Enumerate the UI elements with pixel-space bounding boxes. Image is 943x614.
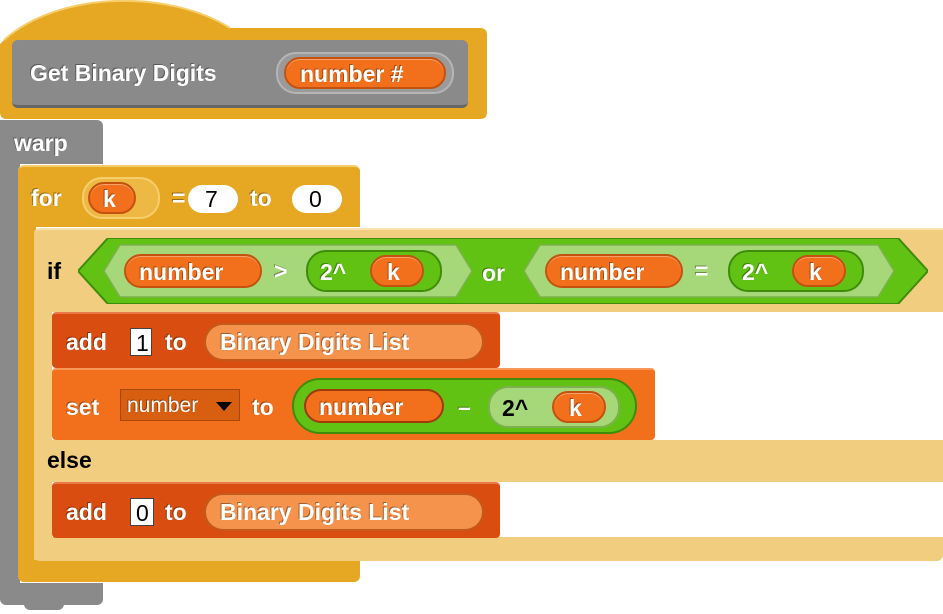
warp-label: warp <box>14 130 68 156</box>
add-zero-keyword: add <box>66 499 107 525</box>
minus-power-label: 2^ <box>502 395 529 421</box>
for-var-label: k <box>103 186 116 212</box>
warp-bottom-notch <box>24 600 64 610</box>
prototype-label: Get Binary Digits <box>30 60 217 86</box>
else-bar[interactable]: else <box>34 440 943 482</box>
left-power-label: 2^ <box>320 259 347 285</box>
for-left-arm <box>18 225 36 565</box>
else-keyword: else <box>47 447 92 473</box>
for-keyword: for <box>31 185 62 211</box>
for-to-keyword: to <box>250 185 272 211</box>
warp-left-arm <box>0 160 20 600</box>
right-power-reporter[interactable]: 2^ k <box>728 250 864 292</box>
add-zero-list-label: Binary Digits List <box>220 499 410 525</box>
greater-than-op: > <box>274 258 288 284</box>
set-keyword: set <box>66 394 100 420</box>
minus-left-number[interactable]: number <box>304 389 444 423</box>
add-one-value-input[interactable]: 1 <box>130 328 152 356</box>
for-var-slot[interactable]: k <box>82 177 160 219</box>
hat-block[interactable]: Get Binary Digits number # <box>0 0 490 122</box>
if-bottom-bar <box>34 537 943 561</box>
add-zero-value-input[interactable]: 0 <box>130 498 154 526</box>
left-number-label: number <box>139 259 224 285</box>
for-equals: = <box>172 185 186 211</box>
add-zero-block[interactable]: add 0 to Binary Digits List <box>52 482 500 538</box>
parameter-slot[interactable]: number # <box>276 52 454 94</box>
set-var-dropdown[interactable]: number <box>120 389 240 421</box>
minus-reporter[interactable]: number – 2^ k <box>292 378 637 434</box>
right-number-var[interactable]: number <box>545 254 683 288</box>
left-power-k[interactable]: k <box>370 255 424 287</box>
add-zero-value: 0 <box>136 500 149 526</box>
if-keyword: if <box>47 258 62 284</box>
minus-power-reporter[interactable]: 2^ k <box>488 386 620 428</box>
add-zero-to-keyword: to <box>165 499 187 525</box>
right-power-k[interactable]: k <box>792 255 846 287</box>
add-one-keyword: add <box>66 329 107 355</box>
add-one-to-keyword: to <box>165 329 187 355</box>
add-one-list-var[interactable]: Binary Digits List <box>204 323 484 361</box>
set-to-keyword: to <box>252 394 274 420</box>
minus-op: – <box>458 394 471 420</box>
for-start-value: 7 <box>205 186 218 212</box>
if-left-arm <box>34 310 52 560</box>
right-number-label: number <box>560 259 645 285</box>
for-block[interactable]: for k = 7 to 0 <box>18 165 360 227</box>
parameter-label: number # <box>300 61 404 87</box>
right-power-label: 2^ <box>742 259 769 285</box>
dropdown-arrow-icon <box>216 402 232 411</box>
for-start-input[interactable]: 7 <box>188 185 238 213</box>
warp-bottom-bar <box>0 583 103 605</box>
add-one-block[interactable]: add 1 to Binary Digits List <box>52 312 500 368</box>
left-power-reporter[interactable]: 2^ k <box>306 250 442 292</box>
set-block[interactable]: set number to number – 2^ k <box>52 368 655 440</box>
minus-power-k[interactable]: k <box>552 391 606 423</box>
for-end-input[interactable]: 0 <box>292 185 342 213</box>
minus-left-label: number <box>319 394 404 420</box>
add-zero-list-var[interactable]: Binary Digits List <box>204 493 484 531</box>
minus-power-k-label: k <box>569 395 582 421</box>
add-one-list-label: Binary Digits List <box>220 329 410 355</box>
add-one-value: 1 <box>136 330 149 356</box>
for-var-pill[interactable]: k <box>88 182 136 214</box>
for-bottom-bar <box>18 560 360 582</box>
if-block[interactable]: if or number > 2^ k number = 2^ k <box>34 228 943 312</box>
warp-block[interactable]: warp <box>0 120 103 164</box>
left-power-k-label: k <box>387 259 400 285</box>
or-keyword: or <box>482 260 505 286</box>
for-end-value: 0 <box>309 186 322 212</box>
equals-op: = <box>695 258 709 284</box>
right-power-k-label: k <box>809 259 822 285</box>
prototype-block[interactable]: Get Binary Digits number # <box>12 40 468 108</box>
parameter-pill[interactable]: number # <box>284 57 446 89</box>
set-var-label: number <box>127 394 199 417</box>
left-number-var[interactable]: number <box>124 254 262 288</box>
